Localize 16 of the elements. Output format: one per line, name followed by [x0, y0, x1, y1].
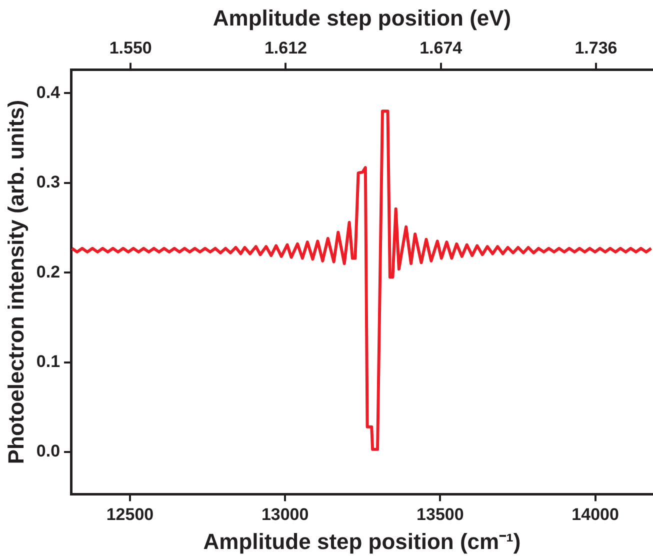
y-tick-label: 0.4	[36, 82, 61, 102]
x-tick-label: 12500	[106, 505, 154, 524]
x-axis-title: Amplitude step position (cm⁻¹)	[203, 528, 521, 554]
x-tick-label: 13000	[261, 505, 309, 524]
x-tick-label: 13500	[416, 505, 464, 524]
x2-axis-title: Amplitude step position (eV)	[212, 5, 512, 30]
y-axis-title: Photoelectron intensity (arb. units)	[3, 100, 28, 464]
x2-tick-label: 1.736	[574, 38, 618, 58]
x2-tick-label: 1.550	[109, 38, 152, 58]
y-tick-label: 0.3	[36, 172, 60, 192]
y-tick-label: 0.0	[36, 442, 60, 461]
y-tick-label: 0.2	[36, 262, 60, 282]
x-tick-label: 14000	[572, 505, 619, 524]
y-tick-label: 0.1	[36, 352, 60, 371]
x2-tick-label: 1.612	[264, 38, 307, 58]
x2-tick-label: 1.674	[420, 38, 463, 58]
